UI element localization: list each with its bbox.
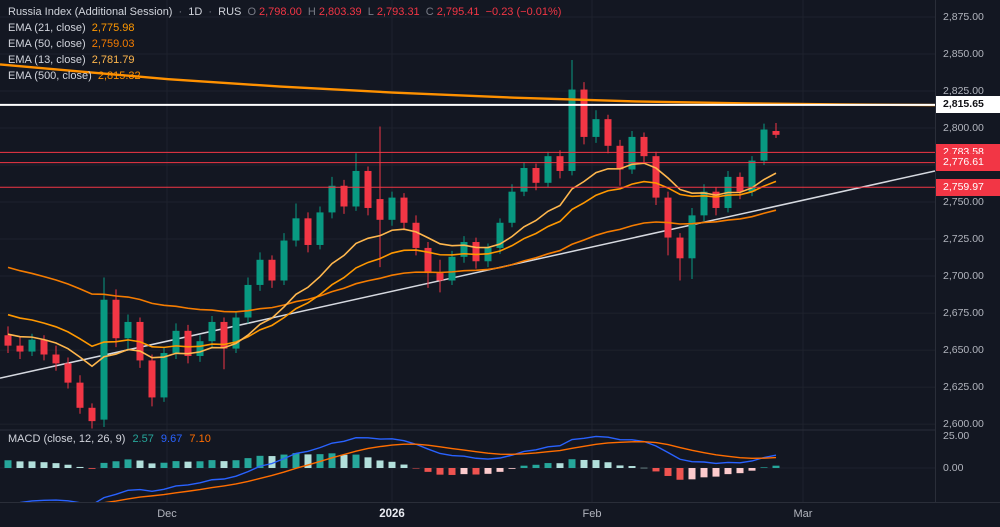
interval-label[interactable]: 1D [188, 6, 203, 18]
indicator-row-ema21[interactable]: EMA (21, close) 2,775.98 [8, 21, 564, 36]
legend-panel: Russia Index (Additional Session) · 1D ·… [8, 5, 564, 85]
price-tick: 2,875.00 [943, 11, 984, 24]
symbol-title[interactable]: Russia Index (Additional Session) [8, 6, 173, 18]
close-value: 2,795.41 [436, 6, 480, 18]
macd-line-value: 9.67 [160, 433, 183, 445]
macd-tick: 0.00 [943, 462, 964, 474]
indicator-label: EMA (50, close) [8, 38, 86, 50]
open-value: 2,798.00 [259, 6, 302, 18]
high-value: 2,803.39 [318, 6, 362, 18]
separator: · [178, 6, 183, 18]
price-tick: 2,750.00 [943, 196, 984, 209]
indicator-label: EMA (500, close) [8, 70, 92, 82]
price-tick: 2,850.00 [943, 48, 984, 61]
price-line-badge: 2,759.97 [936, 178, 1000, 196]
high-label: H [307, 6, 316, 18]
change-value: −0.23 (−0.01%) [485, 6, 562, 18]
macd-legend[interactable]: MACD (close, 12, 26, 9) 2.57 9.67 7.10 [8, 433, 215, 445]
indicator-label: EMA (21, close) [8, 22, 86, 34]
price-tick: 2,825.00 [943, 85, 984, 98]
price-tick: 2,600.00 [943, 418, 984, 431]
time-label: Mar [793, 508, 813, 520]
indicator-label: EMA (13, close) [8, 54, 86, 66]
price-tick: 2,725.00 [943, 233, 984, 246]
separator: · [208, 6, 213, 18]
macd-pane [4, 435, 780, 502]
main-pane [0, 59, 935, 429]
price-tick: 2,650.00 [943, 344, 984, 357]
low-label: L [367, 6, 374, 18]
time-label: Feb [582, 508, 602, 520]
macd-hist-value: 2.57 [132, 433, 154, 445]
macd-signal-value: 7.10 [189, 433, 211, 445]
indicator-value: 2,781.79 [91, 54, 135, 66]
price-line-badge: 2,776.61 [936, 154, 1000, 172]
price-tick: 2,675.00 [943, 307, 984, 320]
price-tick: 2,800.00 [943, 122, 984, 135]
exchange-label: RUS [218, 6, 242, 18]
indicator-value: 2,759.03 [91, 38, 135, 50]
price-tick: 2,625.00 [943, 381, 984, 394]
price-axis[interactable]: 2,875.00 2,850.00 2,825.00 2,800.00 2,750.00… [935, 0, 1000, 502]
symbol-row: Russia Index (Additional Session) · 1D ·… [8, 5, 564, 20]
low-value: 2,793.31 [376, 6, 420, 18]
time-label: 2026 [379, 508, 405, 520]
indicator-row-ema500[interactable]: EMA (500, close) 2,815.32 [8, 69, 564, 84]
price-tick: 2,700.00 [943, 270, 984, 283]
indicator-row-ema50[interactable]: EMA (50, close) 2,759.03 [8, 37, 564, 52]
open-label: O [247, 6, 256, 18]
indicator-value: 2,775.98 [91, 22, 135, 34]
time-label: Dec [157, 508, 177, 520]
chart-canvas[interactable] [0, 0, 935, 502]
trendline [0, 170, 935, 379]
time-axis[interactable]: Dec 2026 Feb Mar [0, 502, 1000, 527]
close-label: C [425, 6, 434, 18]
indicator-value: 2,815.32 [97, 70, 141, 82]
indicator-row-ema13[interactable]: EMA (13, close) 2,781.79 [8, 53, 564, 68]
macd-label: MACD (close, 12, 26, 9) [8, 433, 126, 445]
price-line-badge: 2,815.65 [936, 96, 1000, 114]
macd-tick: 25.00 [943, 430, 970, 442]
